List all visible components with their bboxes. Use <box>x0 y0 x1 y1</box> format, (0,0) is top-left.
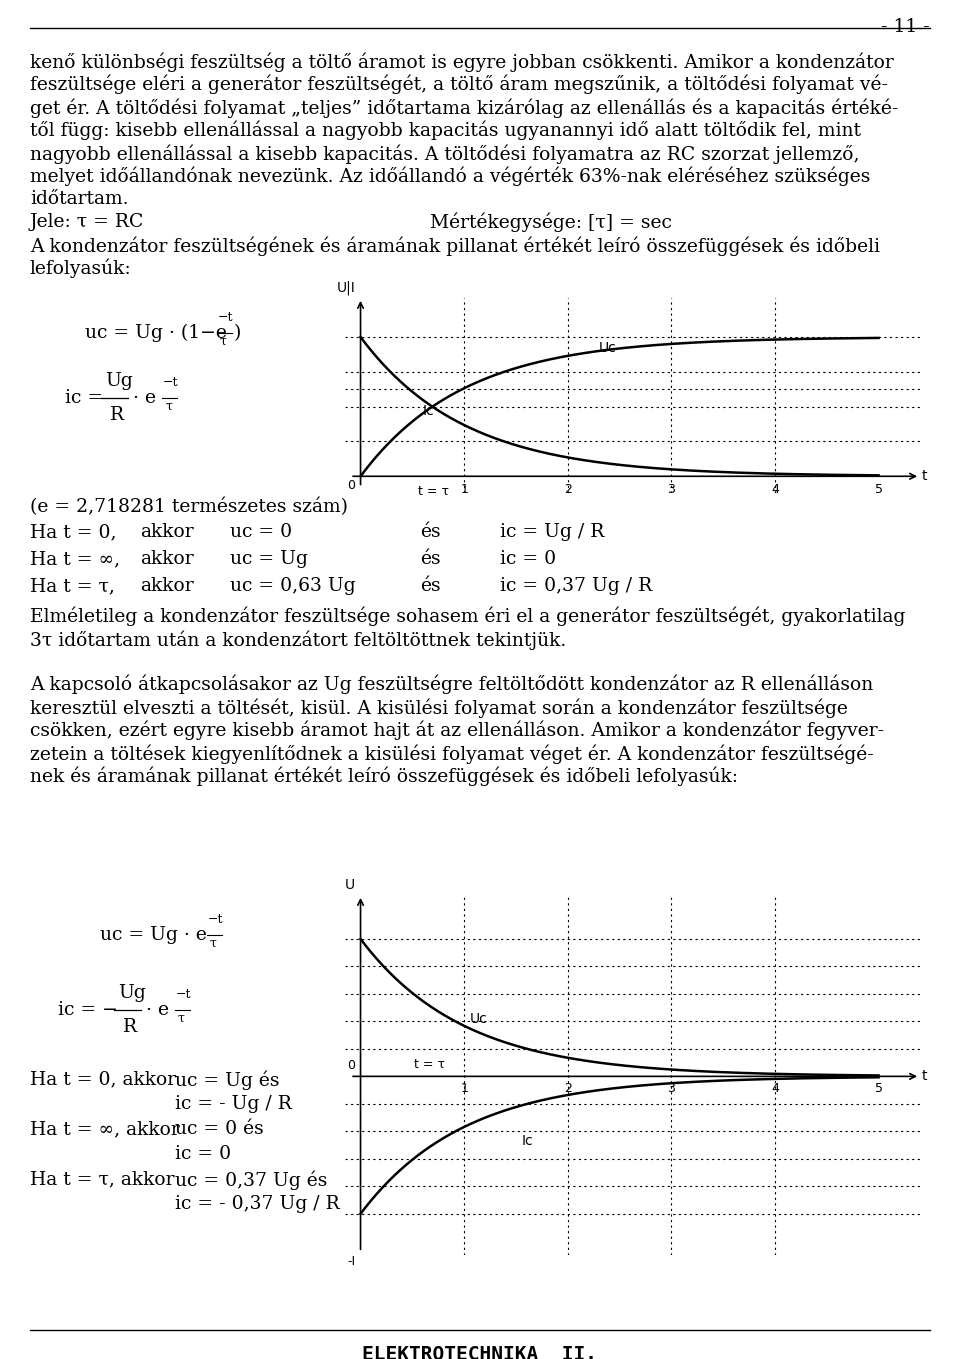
Text: Uc: Uc <box>599 341 616 355</box>
Text: kenő különbségi feszültség a töltő áramot is egyre jobban csökkenti. Amikor a ko: kenő különbségi feszültség a töltő áramo… <box>30 52 894 72</box>
Text: 1: 1 <box>460 1082 468 1095</box>
Text: 0: 0 <box>348 1059 355 1072</box>
Text: uc = Ug · e: uc = Ug · e <box>100 925 206 945</box>
Text: és: és <box>420 550 441 568</box>
Text: −t: −t <box>163 376 179 389</box>
Text: ELEKTROTECHNIKA  II.: ELEKTROTECHNIKA II. <box>363 1345 597 1359</box>
Text: és: és <box>420 523 441 541</box>
Text: ic = - Ug / R: ic = - Ug / R <box>175 1095 292 1113</box>
Text: R: R <box>110 406 124 424</box>
Text: melyet időállandónak nevezünk. Az időállandó a végérték 63%-nak eléréséhez szüks: melyet időállandónak nevezünk. Az időáll… <box>30 167 871 186</box>
Text: zetein a töltések kiegyenlítődnek a kisülési folyamat véget ér. A kondenzátor fe: zetein a töltések kiegyenlítődnek a kisü… <box>30 743 874 764</box>
Text: 5: 5 <box>875 1082 882 1095</box>
Text: ic = Ug / R: ic = Ug / R <box>500 523 605 541</box>
Text: feszültsége eléri a generátor feszültségét, a töltő áram megszűnik, a töltődési : feszültsége eléri a generátor feszültség… <box>30 75 888 95</box>
Text: Ha t = 0, akkor: Ha t = 0, akkor <box>30 1070 176 1089</box>
Text: 0: 0 <box>348 480 355 492</box>
Text: időtartam.: időtartam. <box>30 190 129 208</box>
Text: −t: −t <box>218 311 233 323</box>
Text: uc = 0,37 Ug és: uc = 0,37 Ug és <box>175 1170 327 1189</box>
Text: Ha t = 0,: Ha t = 0, <box>30 523 116 541</box>
Text: 4: 4 <box>771 1082 779 1095</box>
Text: től függ: kisebb ellenállással a nagyobb kapacitás ugyanannyi idő alatt töltődik: től függ: kisebb ellenállással a nagyobb… <box>30 121 861 140</box>
Text: nagyobb ellenállással a kisebb kapacitás. A töltődési folyamatra az RC szorzat j: nagyobb ellenállással a kisebb kapacitás… <box>30 144 859 163</box>
Text: uc = 0: uc = 0 <box>230 523 292 541</box>
Text: Ha t = τ, akkor: Ha t = τ, akkor <box>30 1170 175 1188</box>
Text: · e: · e <box>133 389 156 406</box>
Text: és: és <box>420 578 441 595</box>
Text: Elméletileg a kondenzátor feszültsége sohasem éri el a generátor feszültségét, g: Elméletileg a kondenzátor feszültsége so… <box>30 607 905 626</box>
Text: 3τ időtartam után a kondenzátort feltöltöttnek tekintjük.: 3τ időtartam után a kondenzátort feltölt… <box>30 631 566 650</box>
Text: 2: 2 <box>564 1082 572 1095</box>
Text: ): ) <box>234 323 241 342</box>
Text: Ug: Ug <box>105 372 132 390</box>
Text: uc = 0,63 Ug: uc = 0,63 Ug <box>230 578 355 595</box>
Text: Ic: Ic <box>521 1133 533 1148</box>
Text: t = τ: t = τ <box>418 485 448 497</box>
Text: 2: 2 <box>564 484 572 496</box>
Text: U: U <box>346 878 355 893</box>
Text: 3: 3 <box>667 484 675 496</box>
Text: Ha t = ∞, akkor: Ha t = ∞, akkor <box>30 1120 180 1137</box>
Text: A kondenzátor feszültségének és áramának pillanat értékét leíró összefüggések és: A kondenzátor feszültségének és áramának… <box>30 236 880 255</box>
Text: Mértékegysége: [τ] = sec: Mértékegysége: [τ] = sec <box>430 213 672 232</box>
Text: A kapcsoló átkapcsolásakor az Ug feszültségre feltöltődött kondenzátor az R elle: A kapcsoló átkapcsolásakor az Ug feszült… <box>30 675 874 694</box>
Text: ic = 0,37 Ug / R: ic = 0,37 Ug / R <box>500 578 652 595</box>
Text: U|I: U|I <box>337 281 355 295</box>
Text: τ: τ <box>210 936 217 950</box>
Text: t = τ: t = τ <box>415 1057 445 1071</box>
Text: 1: 1 <box>460 484 468 496</box>
Text: ic = 0: ic = 0 <box>500 550 556 568</box>
Text: (e = 2,718281 természetes szám): (e = 2,718281 természetes szám) <box>30 497 348 516</box>
Text: get ér. A töltődési folyamat „teljes” időtartama kizárólag az ellenállás és a ka: get ér. A töltődési folyamat „teljes” id… <box>30 98 899 117</box>
Text: 3: 3 <box>667 1082 675 1095</box>
Text: uc = Ug és: uc = Ug és <box>175 1070 279 1090</box>
Text: ic = −: ic = − <box>58 1002 118 1019</box>
Text: t: t <box>922 1070 927 1083</box>
Text: nek és áramának pillanat értékét leíró összefüggések és időbeli lefolyasúk:: nek és áramának pillanat értékét leíró ö… <box>30 766 738 787</box>
Text: akkor: akkor <box>140 550 194 568</box>
Text: csökken, ezért egyre kisebb áramot hajt át az ellenálláson. Amikor a kondenzátor: csökken, ezért egyre kisebb áramot hajt … <box>30 722 884 741</box>
Text: −t: −t <box>176 988 191 1002</box>
Text: ic = - 0,37 Ug / R: ic = - 0,37 Ug / R <box>175 1195 340 1214</box>
Text: τ: τ <box>178 1012 185 1025</box>
Text: uc = Ug: uc = Ug <box>230 550 308 568</box>
Text: R: R <box>123 1018 137 1036</box>
Text: ic = 0: ic = 0 <box>175 1146 231 1163</box>
Text: · e: · e <box>146 1002 169 1019</box>
Text: −t: −t <box>208 913 224 925</box>
Text: Uc: Uc <box>469 1012 487 1026</box>
Text: 4: 4 <box>771 484 779 496</box>
Text: akkor: akkor <box>140 578 194 595</box>
Text: Ha t = ∞,: Ha t = ∞, <box>30 550 120 568</box>
Text: Ic: Ic <box>422 404 434 417</box>
Text: Jele: τ = RC: Jele: τ = RC <box>30 213 144 231</box>
Text: uc = Ug · (1−e: uc = Ug · (1−e <box>85 323 227 342</box>
Text: -I: -I <box>348 1254 355 1268</box>
Text: - 11 -: - 11 - <box>881 18 930 35</box>
Text: ic =: ic = <box>65 389 103 406</box>
Text: lefolyasúk:: lefolyasúk: <box>30 260 132 279</box>
Text: τ: τ <box>220 336 227 348</box>
Text: τ: τ <box>165 400 172 413</box>
Text: keresztül elveszti a töltését, kisül. A kisülési folyamat során a kondenzátor fe: keresztül elveszti a töltését, kisül. A … <box>30 699 848 718</box>
Text: Ha t = τ,: Ha t = τ, <box>30 578 115 595</box>
Text: uc = 0 és: uc = 0 és <box>175 1120 264 1137</box>
Text: 5: 5 <box>875 484 882 496</box>
Text: Ug: Ug <box>118 984 146 1002</box>
Text: akkor: akkor <box>140 523 194 541</box>
Text: t: t <box>922 469 927 484</box>
